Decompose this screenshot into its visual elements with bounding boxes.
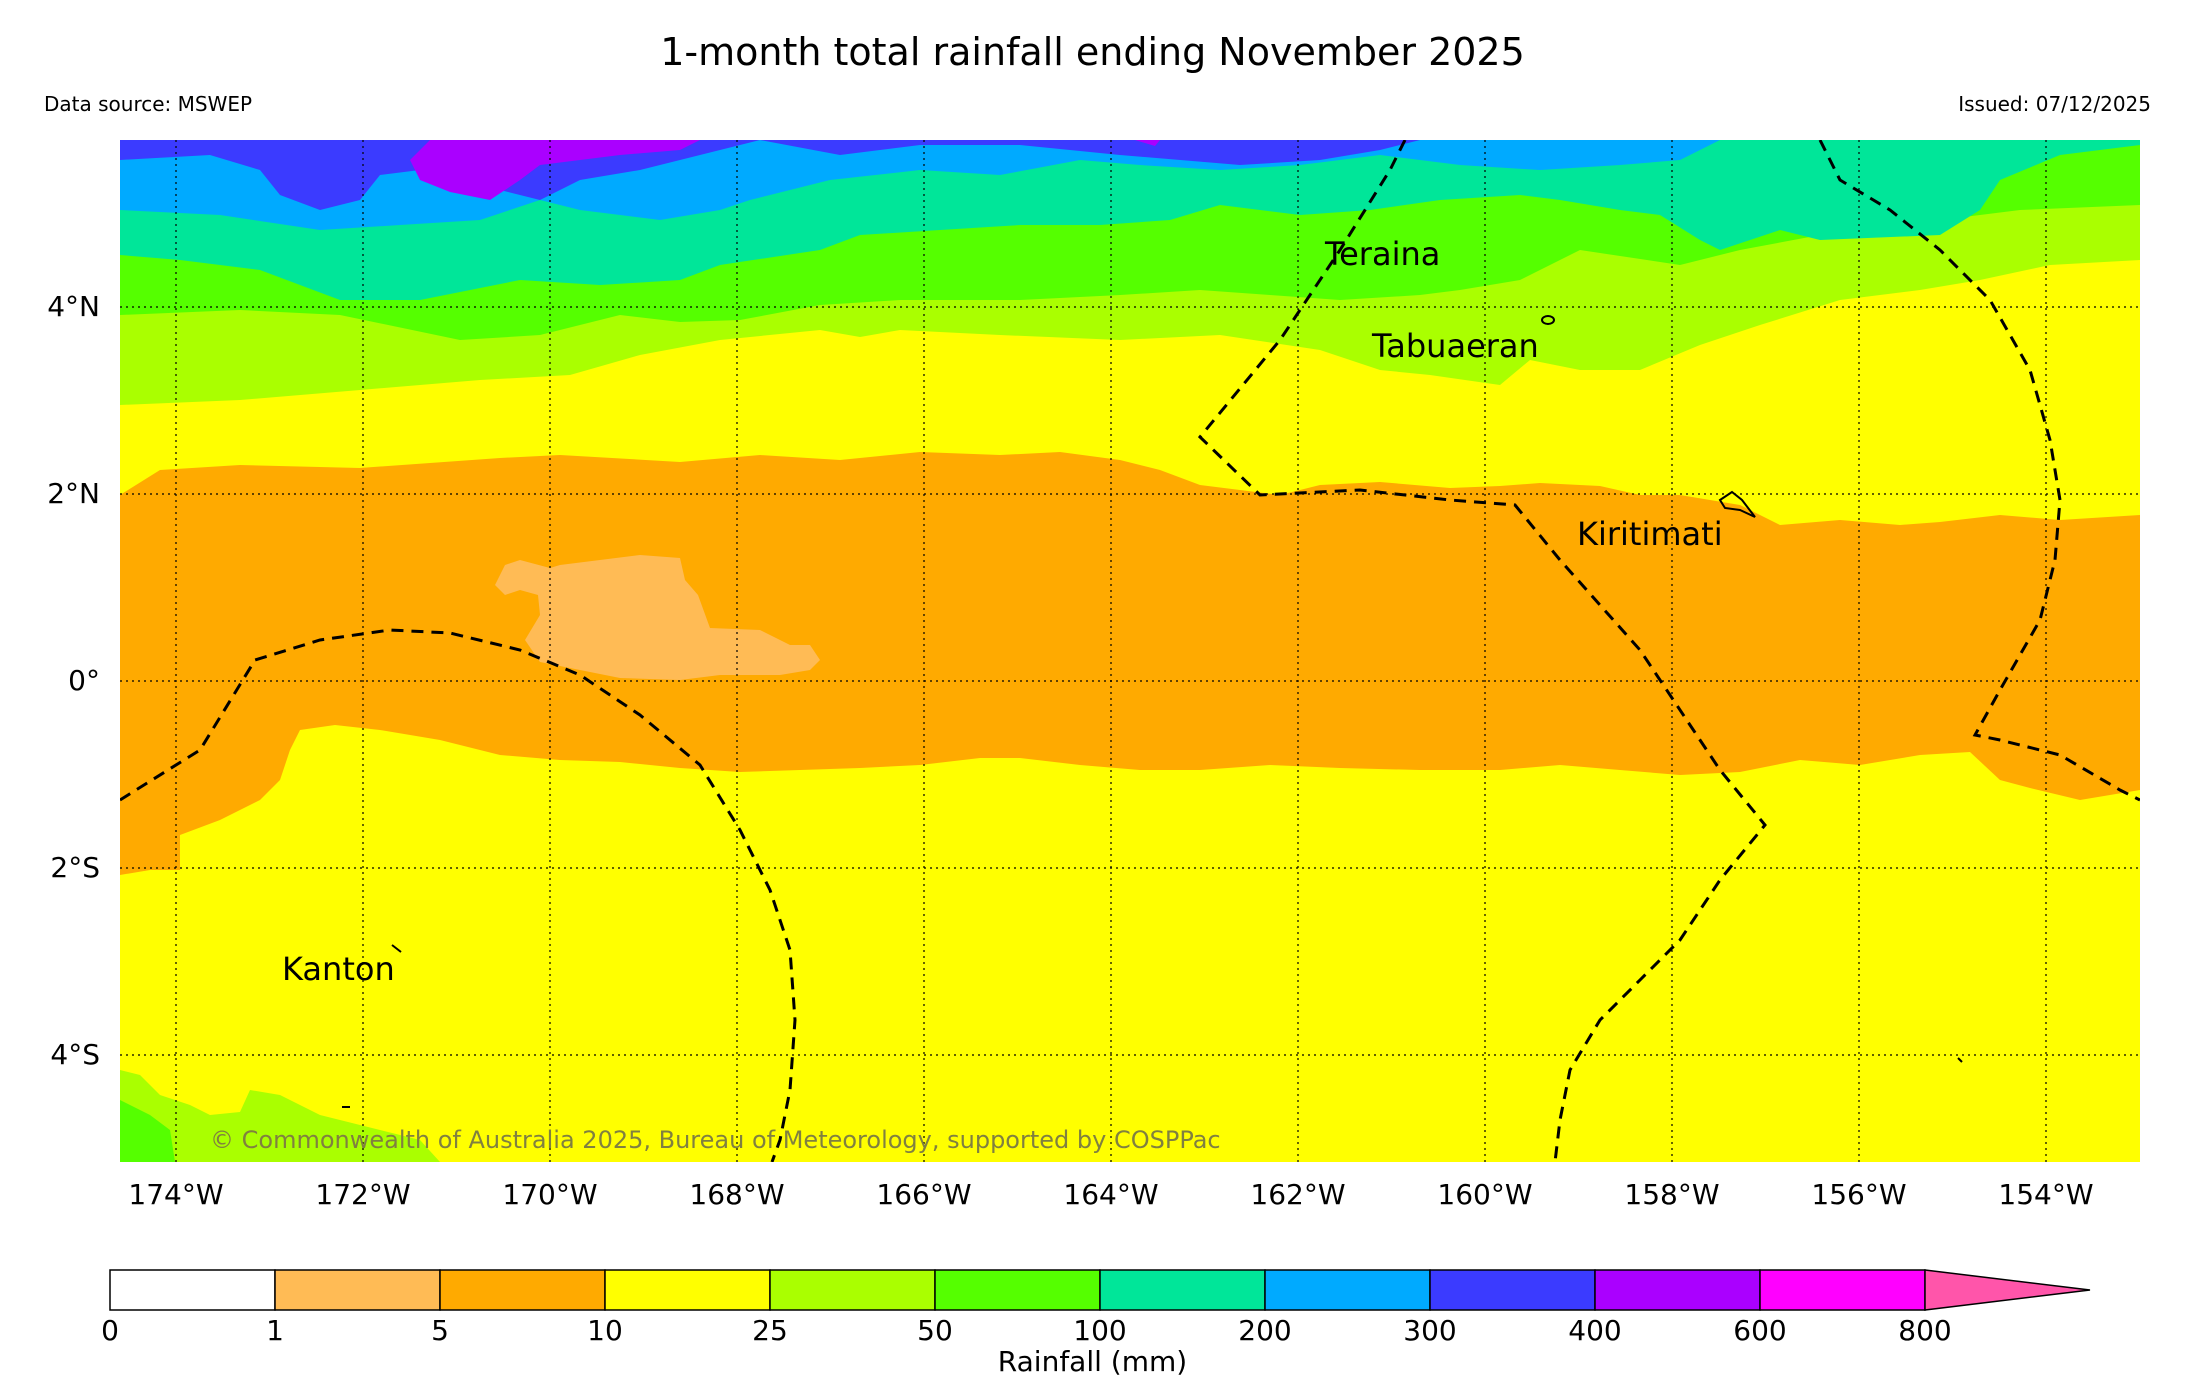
colorbar-tick-label: 300	[1403, 1314, 1457, 1347]
colorbar-tick-label: 0	[101, 1314, 119, 1347]
colorbar-tick-label: 100	[1073, 1314, 1127, 1347]
lon-label: 174°W	[128, 1178, 224, 1211]
band-1-5	[495, 555, 820, 680]
island-kiritimati	[1718, 490, 1756, 518]
lon-label: 158°W	[1624, 1178, 1720, 1211]
copyright-notice: © Commonwealth of Australia 2025, Bureau…	[210, 1126, 1221, 1154]
place-teraina: Teraina	[1324, 235, 1440, 273]
lon-label: 156°W	[1811, 1178, 1907, 1211]
colorbar-tick-label: 5	[431, 1314, 449, 1347]
colorbar-tick-label: 50	[917, 1314, 953, 1347]
colorbar-tick-label: 10	[587, 1314, 623, 1347]
graticule	[120, 140, 2140, 1162]
colorbar-extend-arrow	[1924, 1269, 2091, 1311]
colorbar-title: Rainfall (mm)	[997, 1345, 1188, 1378]
map-title: 1-month total rainfall ending November 2…	[660, 30, 1525, 74]
colorbar-tick-label: 400	[1568, 1314, 1622, 1347]
colorbar-segment	[109, 1269, 276, 1311]
lat-label-4s: 4°S	[50, 1038, 100, 1071]
lon-label: 170°W	[502, 1178, 598, 1211]
colorbar-tick-label: 25	[752, 1314, 788, 1347]
island-kanton	[391, 944, 402, 953]
lat-label-4n: 4°N	[47, 290, 100, 323]
colorbar-segment	[934, 1269, 1101, 1311]
lon-label: 166°W	[876, 1178, 972, 1211]
lat-label-2s: 2°S	[50, 851, 100, 884]
lon-label: 168°W	[689, 1178, 785, 1211]
colorbar-tick-label: 800	[1898, 1314, 1952, 1347]
issued-date: Issued: 07/12/2025	[1958, 92, 2151, 116]
lat-label-2n: 2°N	[47, 477, 100, 510]
colorbar-tick-label: 600	[1733, 1314, 1787, 1347]
colorbar-segment	[274, 1269, 441, 1311]
colorbar-segment	[439, 1269, 606, 1311]
eez-boundaries	[120, 140, 2140, 1162]
band-400-600	[410, 140, 700, 200]
place-kanton: Kanton	[282, 950, 395, 988]
colorbar-segment	[1099, 1269, 1266, 1311]
colorbar	[109, 1269, 2091, 1311]
colorbar-tick-label: 1	[266, 1314, 284, 1347]
lon-label: 164°W	[1063, 1178, 1159, 1211]
lon-label: 172°W	[315, 1178, 411, 1211]
colorbar-tick-label: 200	[1238, 1314, 1292, 1347]
lon-label: 162°W	[1250, 1178, 1346, 1211]
colorbar-segment	[769, 1269, 936, 1311]
lat-label-0: 0°	[68, 664, 100, 697]
place-tabuaeran: Tabuaeran	[1371, 327, 1539, 365]
colorbar-segment	[604, 1269, 771, 1311]
rainfall-map: Teraina Tabuaeran Kiritimati Kanton © Co…	[120, 140, 2140, 1162]
colorbar-segment	[1264, 1269, 1431, 1311]
islands	[342, 315, 1963, 1108]
data-source: Data source: MSWEP	[44, 92, 253, 116]
lon-label: 160°W	[1437, 1178, 1533, 1211]
colorbar-segment	[1759, 1269, 1926, 1311]
band-25-50-sw	[120, 1070, 440, 1162]
place-kiritimati: Kiritimati	[1577, 515, 1723, 553]
colorbar-segment	[1429, 1269, 1596, 1311]
lon-label: 154°W	[1998, 1178, 2094, 1211]
island-tabuaeran	[1541, 315, 1555, 325]
colorbar-segment	[1594, 1269, 1761, 1311]
